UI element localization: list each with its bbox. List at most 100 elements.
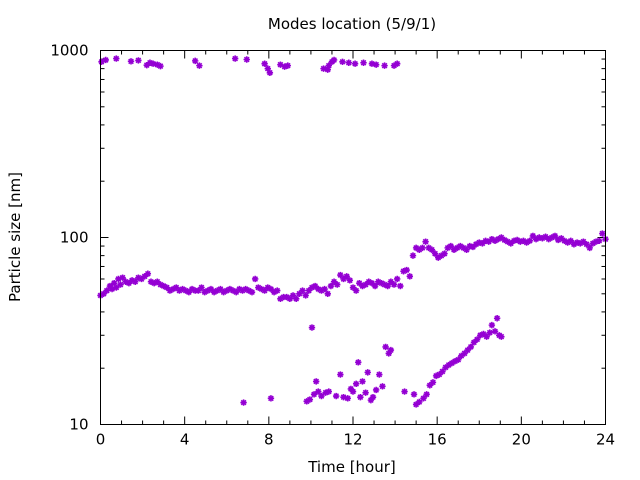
data-point	[360, 59, 367, 66]
data-point	[451, 358, 459, 365]
data-point	[220, 288, 227, 296]
data-point	[146, 59, 154, 66]
data-point	[264, 65, 271, 72]
data-point	[564, 239, 571, 246]
data-point	[277, 295, 284, 303]
data-point	[393, 60, 401, 67]
data-point	[520, 237, 527, 245]
data-point	[157, 62, 164, 70]
data-point	[217, 285, 224, 293]
data-point	[416, 246, 423, 253]
data-point	[523, 239, 530, 246]
data-point	[412, 401, 420, 408]
y-tick-label: 100	[60, 229, 89, 247]
data-point	[204, 287, 212, 294]
data-point	[359, 282, 366, 290]
data-point	[485, 238, 492, 245]
data-point	[321, 285, 328, 293]
data-point	[488, 235, 496, 243]
data-point	[352, 380, 360, 388]
data-point	[548, 234, 556, 241]
data-point	[320, 65, 327, 72]
data-point	[447, 242, 455, 250]
data-point	[240, 399, 247, 406]
data-point	[231, 55, 239, 62]
data-point	[463, 246, 470, 253]
data-point	[349, 284, 357, 291]
data-point	[410, 391, 418, 398]
data-point	[356, 279, 363, 287]
data-point	[457, 242, 464, 250]
data-point	[401, 388, 408, 395]
data-point	[438, 252, 445, 259]
data-point	[154, 61, 161, 68]
data-point	[409, 252, 417, 259]
data-point	[207, 285, 215, 293]
data-point	[308, 324, 316, 331]
data-point	[580, 238, 587, 245]
data-point	[467, 343, 475, 351]
data-point	[403, 266, 410, 274]
data-point	[315, 285, 322, 293]
plot-frame	[100, 50, 606, 425]
data-point	[444, 244, 451, 252]
data-point	[384, 282, 391, 290]
data-point	[267, 395, 275, 402]
data-point	[277, 61, 284, 68]
data-point	[513, 236, 521, 244]
data-point	[371, 282, 379, 290]
data-point	[340, 393, 347, 401]
data-point	[400, 268, 407, 275]
data-point	[198, 284, 205, 291]
data-point	[486, 329, 493, 336]
data-point	[372, 61, 380, 68]
y-tick-label: 1000	[50, 42, 88, 60]
data-point	[473, 336, 481, 343]
data-point	[163, 284, 170, 291]
data-point	[337, 371, 344, 378]
data-point	[450, 246, 458, 253]
data-point	[554, 236, 562, 244]
data-point	[387, 346, 395, 354]
data-point	[529, 232, 537, 240]
data-point	[455, 356, 462, 363]
data-point	[491, 328, 499, 335]
data-point	[369, 393, 377, 401]
data-point	[306, 396, 314, 403]
data-point	[577, 240, 584, 247]
data-point	[266, 69, 274, 76]
data-point	[352, 287, 360, 294]
data-point	[482, 237, 489, 245]
data-point	[589, 240, 597, 247]
data-point	[147, 278, 155, 285]
data-point	[340, 275, 347, 283]
data-point	[324, 66, 331, 73]
data-point	[318, 392, 325, 400]
data-point	[143, 61, 150, 69]
data-point	[106, 282, 114, 290]
data-point	[349, 388, 357, 395]
data-point	[378, 279, 385, 287]
data-point	[469, 243, 477, 251]
data-point	[448, 359, 456, 367]
data-point	[532, 235, 540, 243]
data-point	[115, 275, 122, 283]
data-point	[311, 282, 319, 290]
data-point	[517, 238, 524, 245]
data-point	[310, 391, 318, 398]
data-point	[435, 254, 442, 261]
data-point	[210, 288, 218, 296]
data-point	[428, 246, 436, 253]
data-point	[149, 60, 157, 67]
data-point	[261, 287, 268, 294]
tick-labels: 0 4 8 12 16 20 24 10 100 1000	[50, 42, 615, 449]
data-point	[570, 241, 578, 248]
data-point	[289, 292, 297, 299]
data-point	[176, 287, 183, 294]
data-point	[179, 285, 186, 293]
data-point	[472, 241, 480, 248]
data-point	[166, 287, 174, 294]
data-point	[466, 242, 473, 250]
data-point	[595, 237, 603, 245]
